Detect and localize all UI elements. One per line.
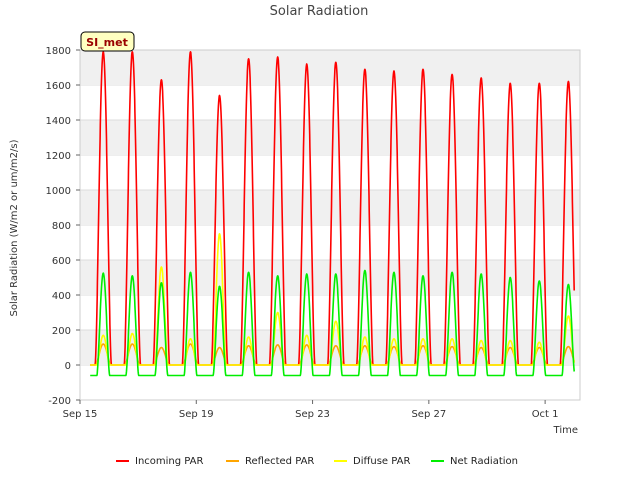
x-tick-label: Sep 15	[63, 409, 98, 420]
x-tick-label: Sep 23	[295, 409, 330, 420]
legend-label-diffuse-par: Diffuse PAR	[353, 456, 410, 467]
y-tick-label: 600	[52, 256, 71, 267]
plot-band	[80, 190, 580, 225]
x-tick-label: Sep 27	[411, 409, 446, 420]
x-axis-label: Time	[553, 425, 578, 436]
y-tick-label: 800	[52, 221, 71, 232]
x-tick-label: Sep 19	[179, 409, 214, 420]
y-tick-label: 200	[52, 326, 71, 337]
legend: Incoming PAR Reflected PAR Diffuse PAR N…	[116, 456, 518, 467]
x-tick-label: Oct 1	[532, 409, 559, 420]
chart-title: Solar Radiation	[270, 4, 369, 19]
legend-label-incoming-par: Incoming PAR	[135, 456, 204, 467]
y-tick-label: 1200	[46, 151, 71, 162]
legend-label-net-radiation: Net Radiation	[450, 456, 518, 467]
y-tick-label: 400	[52, 291, 71, 302]
legend-label-reflected-par: Reflected PAR	[245, 456, 314, 467]
y-tick-label: -200	[48, 396, 71, 407]
y-tick-label: 0	[65, 361, 71, 372]
y-tick-label: 1000	[46, 186, 71, 197]
y-tick-label: 1800	[46, 46, 71, 57]
plot-band	[80, 120, 580, 155]
plot-band	[80, 50, 580, 85]
site-badge-box	[80, 31, 135, 52]
site-badge-label: SI_met	[86, 36, 128, 49]
x-axis-ticks: Sep 15 Sep 19 Sep 23 Sep 27 Oct 1	[63, 400, 559, 420]
y-axis-label: Solar Radiation (W/m2 or um/m2/s)	[9, 139, 20, 316]
y-tick-label: 1600	[46, 81, 71, 92]
site-badge: SI_met	[80, 31, 135, 52]
series-line-net-radiation	[89, 269, 575, 377]
y-axis-ticks: -200 0 200 400 600 800 1000 1200 1400 1600 1800	[46, 46, 80, 407]
series-layer	[89, 50, 575, 377]
y-tick-label: 1400	[46, 116, 71, 127]
